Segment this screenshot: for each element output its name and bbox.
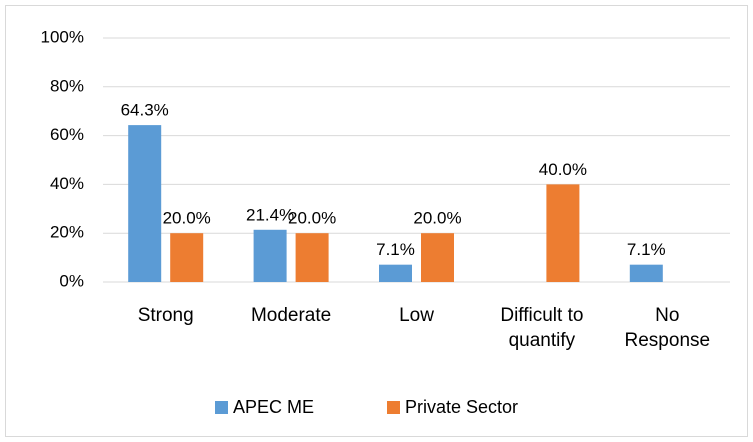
x-tick-label: Strong — [137, 305, 194, 326]
data-label: 40.0% — [539, 160, 587, 179]
bar — [128, 125, 162, 282]
y-tick-label: 80% — [50, 76, 84, 95]
y-tick-label: 100% — [41, 27, 84, 46]
x-tick-label: No Response — [624, 305, 711, 351]
bar — [253, 229, 287, 282]
y-tick-label: 40% — [50, 174, 84, 193]
bar — [295, 233, 329, 282]
data-label: 64.3% — [121, 101, 169, 120]
bar — [170, 233, 204, 282]
legend-label: Private Sector — [405, 397, 518, 417]
data-label: 20.0% — [163, 209, 211, 228]
chart-border — [5, 5, 748, 437]
y-tick-label: 20% — [50, 223, 84, 242]
data-label: 21.4% — [246, 205, 294, 224]
bar — [546, 184, 580, 282]
data-label: 20.0% — [413, 209, 461, 228]
x-tick-label: Low — [399, 305, 434, 326]
data-label: 20.0% — [288, 209, 336, 228]
bar — [379, 264, 412, 282]
y-tick-label: 0% — [59, 271, 84, 290]
data-label: 7.1% — [627, 240, 666, 259]
x-tick-label: Difficult to quantify — [500, 305, 584, 351]
y-tick-label: 60% — [50, 125, 84, 144]
legend-label: APEC ME — [233, 397, 314, 417]
bar — [421, 233, 454, 282]
bar — [629, 264, 663, 282]
legend-swatch — [215, 401, 228, 414]
x-tick-label: Moderate — [250, 305, 332, 326]
legend-swatch — [387, 401, 400, 414]
data-label: 7.1% — [376, 240, 415, 259]
